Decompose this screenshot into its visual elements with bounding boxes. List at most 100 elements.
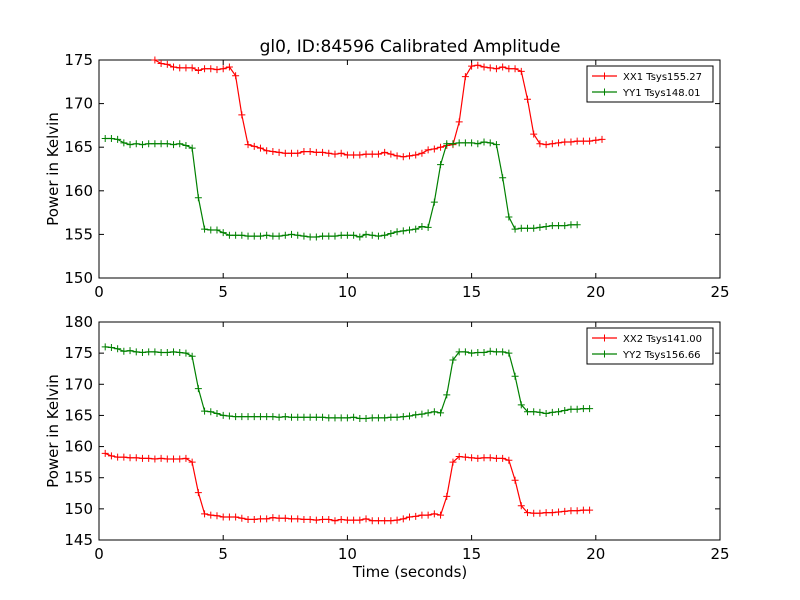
data-point bbox=[263, 147, 271, 155]
data-point bbox=[269, 514, 277, 522]
data-point bbox=[511, 225, 519, 233]
data-point bbox=[163, 455, 171, 463]
data-point bbox=[331, 414, 339, 422]
data-point bbox=[542, 509, 550, 517]
data-point bbox=[343, 231, 351, 239]
data-point bbox=[573, 137, 581, 145]
data-point bbox=[101, 343, 109, 351]
data-point bbox=[486, 139, 494, 147]
data-point bbox=[548, 140, 556, 148]
y-tick-label: 160 bbox=[64, 438, 93, 456]
data-point bbox=[250, 142, 258, 150]
data-point bbox=[486, 64, 494, 72]
y-tick-label: 165 bbox=[64, 406, 93, 424]
data-point bbox=[505, 213, 513, 221]
data-point bbox=[387, 230, 395, 238]
data-point bbox=[573, 405, 581, 413]
data-point bbox=[188, 64, 196, 72]
data-point bbox=[480, 349, 488, 357]
data-point bbox=[356, 415, 364, 423]
data-point bbox=[486, 454, 494, 462]
data-point bbox=[517, 401, 525, 409]
data-point bbox=[176, 64, 184, 72]
data-point bbox=[399, 153, 407, 161]
data-point bbox=[406, 412, 413, 420]
data-point bbox=[244, 232, 252, 240]
data-point bbox=[517, 502, 525, 510]
data-point bbox=[331, 150, 339, 158]
data-point bbox=[412, 151, 420, 159]
data-point bbox=[430, 198, 438, 206]
data-point bbox=[455, 139, 463, 147]
data-point bbox=[238, 231, 246, 239]
y-tick-label: 155 bbox=[64, 469, 93, 487]
data-point bbox=[461, 139, 469, 147]
data-point bbox=[256, 515, 264, 523]
data-point bbox=[368, 414, 376, 422]
data-point bbox=[455, 453, 463, 461]
data-point bbox=[263, 515, 271, 523]
data-point bbox=[244, 515, 252, 523]
data-point bbox=[536, 223, 544, 231]
data-point bbox=[325, 515, 333, 523]
data-point bbox=[225, 231, 233, 239]
data-point bbox=[207, 226, 215, 234]
data-point bbox=[232, 413, 240, 421]
x-tick-label: 10 bbox=[338, 283, 357, 301]
data-point bbox=[151, 140, 159, 148]
data-point bbox=[225, 63, 233, 71]
data-point bbox=[474, 454, 482, 462]
data-point bbox=[393, 152, 401, 160]
data-point bbox=[219, 229, 227, 237]
data-point bbox=[418, 149, 426, 157]
y-axis-label: Power in Kelvin bbox=[44, 112, 62, 226]
data-point bbox=[312, 413, 320, 421]
data-point bbox=[561, 507, 569, 515]
data-point bbox=[548, 222, 556, 230]
data-point bbox=[101, 449, 109, 457]
data-point bbox=[393, 228, 401, 236]
data-point bbox=[157, 59, 165, 67]
data-point bbox=[219, 411, 227, 419]
data-point bbox=[530, 408, 538, 416]
data-point bbox=[573, 221, 581, 229]
legend-entry: XX1 Tsys155.27 bbox=[623, 72, 702, 83]
data-point bbox=[424, 223, 432, 231]
data-point bbox=[387, 517, 395, 525]
data-point bbox=[511, 372, 519, 380]
data-point bbox=[269, 232, 277, 240]
data-point bbox=[555, 222, 563, 230]
data-point bbox=[244, 141, 252, 149]
data-point bbox=[275, 232, 283, 240]
data-point bbox=[319, 232, 327, 240]
data-point bbox=[356, 151, 364, 159]
y-tick-label: 150 bbox=[64, 500, 93, 518]
data-point bbox=[213, 512, 221, 520]
data-point bbox=[430, 408, 438, 416]
data-point bbox=[163, 60, 171, 68]
data-point bbox=[412, 512, 420, 520]
data-point bbox=[275, 148, 283, 156]
data-point bbox=[319, 515, 327, 523]
data-point bbox=[114, 345, 122, 353]
data-point bbox=[281, 514, 289, 522]
data-point bbox=[492, 454, 500, 462]
data-point bbox=[499, 174, 507, 182]
data-point bbox=[530, 224, 538, 232]
data-point bbox=[387, 413, 395, 421]
data-point bbox=[263, 231, 271, 239]
data-point bbox=[306, 233, 314, 241]
data-point bbox=[275, 514, 283, 522]
legend-box bbox=[586, 327, 714, 365]
data-point bbox=[523, 95, 531, 103]
data-point bbox=[300, 148, 308, 156]
data-point bbox=[374, 150, 382, 158]
data-point bbox=[269, 148, 277, 156]
data-point bbox=[561, 138, 569, 146]
data-point bbox=[182, 454, 190, 462]
data-point bbox=[132, 454, 140, 462]
data-point bbox=[201, 225, 209, 233]
data-point bbox=[114, 453, 122, 461]
data-point bbox=[145, 454, 153, 462]
data-point bbox=[288, 230, 296, 238]
